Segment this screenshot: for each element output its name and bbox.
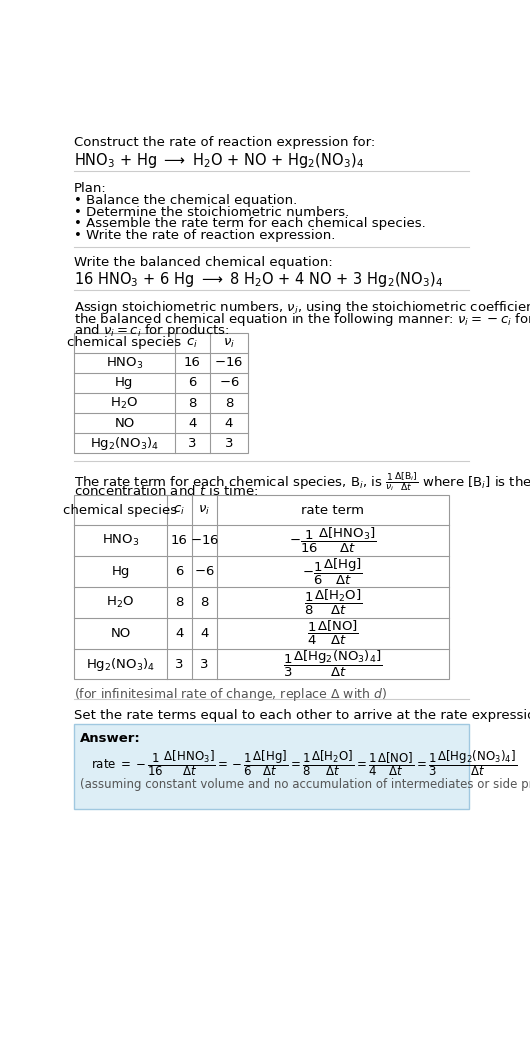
Text: NO: NO: [110, 626, 130, 640]
Bar: [74, 333, 249, 453]
Text: 16: 16: [171, 535, 188, 547]
Text: The rate term for each chemical species, B$_i$, is $\frac{1}{\nu_i}\frac{\Delta[: The rate term for each chemical species,…: [74, 470, 530, 493]
Text: $-$6: $-$6: [219, 376, 240, 390]
Bar: [74, 495, 449, 679]
Text: Hg$_2$(NO$_3$)$_4$: Hg$_2$(NO$_3$)$_4$: [90, 435, 159, 451]
Text: $-$16: $-$16: [215, 356, 243, 370]
Text: 4: 4: [175, 626, 183, 640]
Text: HNO$_3$ + Hg $\longrightarrow$ H$_2$O + NO + Hg$_2$(NO$_3$)$_4$: HNO$_3$ + Hg $\longrightarrow$ H$_2$O + …: [74, 151, 364, 170]
Text: rate term: rate term: [302, 503, 364, 517]
Text: Assign stoichiometric numbers, $\nu_i$, using the stoichiometric coefficients, $: Assign stoichiometric numbers, $\nu_i$, …: [74, 299, 530, 316]
Text: HNO$_3$: HNO$_3$: [105, 355, 143, 371]
Text: $-\dfrac{1}{16}\dfrac{\Delta[\mathrm{HNO_3}]}{\Delta t}$: $-\dfrac{1}{16}\dfrac{\Delta[\mathrm{HNO…: [289, 526, 377, 555]
Text: H$_2$O: H$_2$O: [107, 595, 135, 610]
Text: Plan:: Plan:: [74, 182, 107, 195]
Text: 8: 8: [188, 397, 197, 410]
Text: $c_i$: $c_i$: [173, 503, 185, 517]
Text: chemical species: chemical species: [67, 337, 181, 349]
Text: 4: 4: [188, 417, 197, 429]
Text: (for infinitesimal rate of change, replace $\Delta$ with $d$): (for infinitesimal rate of change, repla…: [74, 686, 387, 702]
Text: H$_2$O: H$_2$O: [110, 396, 138, 411]
Text: 8: 8: [175, 596, 183, 609]
FancyBboxPatch shape: [74, 724, 469, 809]
Text: rate $= -\dfrac{1}{16}\dfrac{\Delta[\mathrm{HNO_3}]}{\Delta t} = -\dfrac{1}{6}\d: rate $= -\dfrac{1}{16}\dfrac{\Delta[\mat…: [91, 749, 517, 778]
Text: (assuming constant volume and no accumulation of intermediates or side products): (assuming constant volume and no accumul…: [80, 778, 530, 791]
Text: 3: 3: [175, 658, 184, 671]
Text: $c_i$: $c_i$: [186, 337, 198, 349]
Text: • Write the rate of reaction expression.: • Write the rate of reaction expression.: [74, 229, 335, 242]
Text: HNO$_3$: HNO$_3$: [102, 534, 139, 548]
Text: chemical species: chemical species: [64, 503, 178, 517]
Text: 3: 3: [225, 437, 233, 449]
Text: 4: 4: [225, 417, 233, 429]
Text: • Assemble the rate term for each chemical species.: • Assemble the rate term for each chemic…: [74, 218, 426, 230]
Text: 8: 8: [225, 397, 233, 410]
Text: 6: 6: [188, 376, 197, 390]
Text: $-\dfrac{1}{6}\dfrac{\Delta[\mathrm{Hg}]}{\Delta t}$: $-\dfrac{1}{6}\dfrac{\Delta[\mathrm{Hg}]…: [303, 556, 364, 587]
Text: • Balance the chemical equation.: • Balance the chemical equation.: [74, 195, 297, 207]
Text: Construct the rate of reaction expression for:: Construct the rate of reaction expressio…: [74, 135, 375, 149]
Text: $\nu_i$: $\nu_i$: [198, 503, 210, 517]
Text: Set the rate terms equal to each other to arrive at the rate expression:: Set the rate terms equal to each other t…: [74, 709, 530, 722]
Text: $\dfrac{1}{3}\dfrac{\Delta[\mathrm{Hg_2(NO_3)_4}]}{\Delta t}$: $\dfrac{1}{3}\dfrac{\Delta[\mathrm{Hg_2(…: [283, 649, 383, 679]
Text: $\nu_i$: $\nu_i$: [223, 337, 235, 349]
Text: and $\nu_i = c_i$ for products:: and $\nu_i = c_i$ for products:: [74, 322, 229, 339]
Text: $\dfrac{1}{4}\dfrac{\Delta[\mathrm{NO}]}{\Delta t}$: $\dfrac{1}{4}\dfrac{\Delta[\mathrm{NO}]}…: [307, 619, 359, 647]
Text: 6: 6: [175, 565, 183, 578]
Text: 8: 8: [200, 596, 208, 609]
Text: $\dfrac{1}{8}\dfrac{\Delta[\mathrm{H_2O}]}{\Delta t}$: $\dfrac{1}{8}\dfrac{\Delta[\mathrm{H_2O}…: [304, 588, 362, 617]
Text: 16: 16: [184, 356, 201, 370]
Text: 3: 3: [200, 658, 208, 671]
Text: Answer:: Answer:: [80, 731, 141, 745]
Text: concentration and $t$ is time:: concentration and $t$ is time:: [74, 483, 258, 498]
Text: 16 HNO$_3$ + 6 Hg $\longrightarrow$ 8 H$_2$O + 4 NO + 3 Hg$_2$(NO$_3$)$_4$: 16 HNO$_3$ + 6 Hg $\longrightarrow$ 8 H$…: [74, 270, 443, 289]
Text: Hg: Hg: [111, 565, 130, 578]
Text: NO: NO: [114, 417, 135, 429]
Text: Hg: Hg: [115, 376, 134, 390]
Text: 3: 3: [188, 437, 197, 449]
Text: Hg$_2$(NO$_3$)$_4$: Hg$_2$(NO$_3$)$_4$: [86, 655, 155, 672]
Text: the balanced chemical equation in the following manner: $\nu_i = -c_i$ for react: the balanced chemical equation in the fo…: [74, 311, 530, 327]
Text: • Determine the stoichiometric numbers.: • Determine the stoichiometric numbers.: [74, 206, 349, 219]
Text: $-$6: $-$6: [194, 565, 215, 578]
Text: 4: 4: [200, 626, 208, 640]
Text: $-$16: $-$16: [190, 535, 219, 547]
Text: Write the balanced chemical equation:: Write the balanced chemical equation:: [74, 256, 333, 269]
